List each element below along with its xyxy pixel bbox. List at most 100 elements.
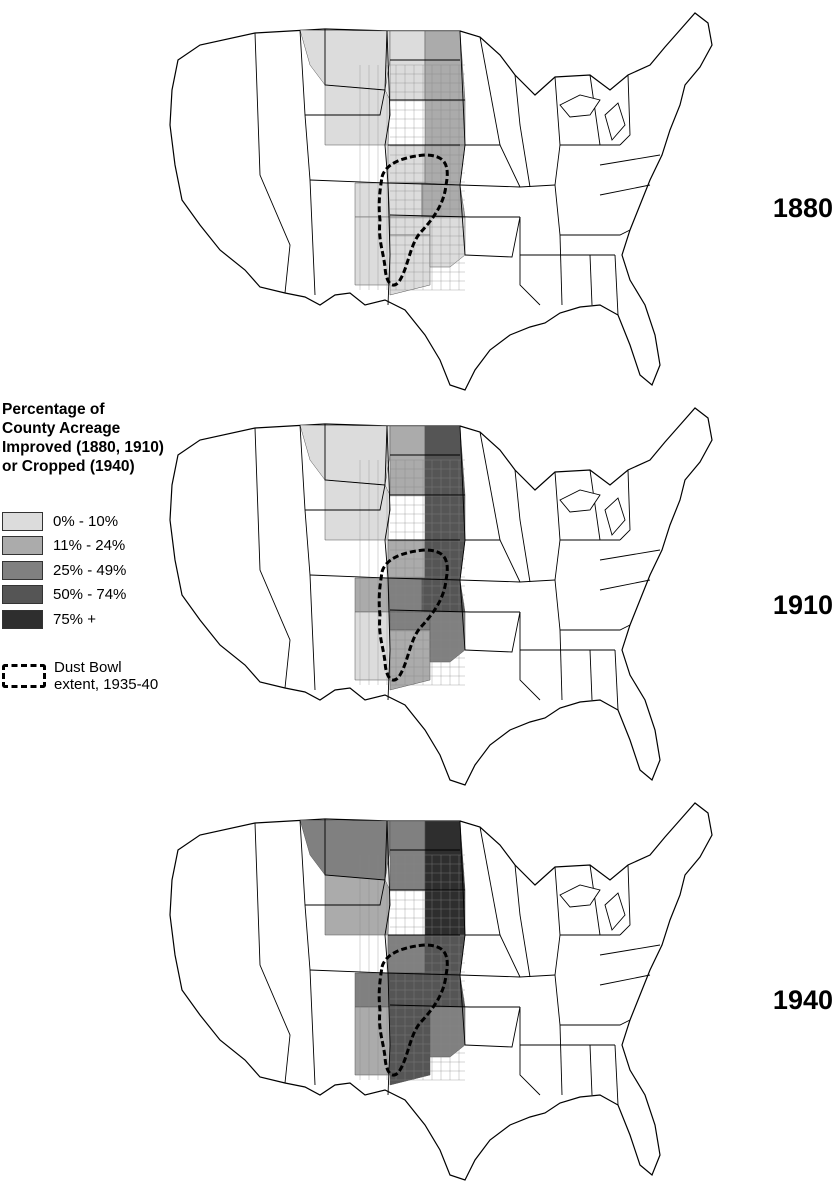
state-boundary [324, 424, 388, 486]
plains-region-colorado_east [354, 182, 391, 218]
dust-bowl-label-line: extent, 1935-40 [54, 675, 159, 693]
plains-region-oklahoma_west [429, 611, 466, 663]
state-boundary [559, 1024, 563, 1096]
state-boundary [589, 649, 593, 701]
state-boundary [324, 29, 388, 91]
state-boundary [465, 934, 556, 978]
county-grid [359, 64, 465, 291]
legend-swatch [2, 585, 43, 605]
state-boundary [464, 1006, 521, 1048]
us-map-svg [169, 802, 713, 1181]
legend-item-11-24: 11% - 24% [2, 534, 202, 559]
legend-item-label: 11% - 24% [53, 537, 126, 555]
legend-swatch [2, 609, 43, 629]
legend-swatch [2, 511, 43, 531]
legend-item-0-10: 0% - 10% [2, 509, 202, 534]
state-boundary [619, 469, 631, 541]
state-boundary [464, 611, 521, 653]
plains-region-dakota_west [389, 820, 426, 891]
legend-item-label: 0% - 10% [53, 512, 119, 530]
state-boundary [599, 579, 651, 591]
great-lake [559, 489, 601, 513]
plains-region-oklahoma_west [429, 216, 466, 268]
state-boundary [299, 819, 316, 1086]
year-label-1940: 1940 [772, 985, 833, 1015]
state-boundary [459, 184, 521, 188]
legend-swatch [2, 560, 43, 580]
county-grid [359, 459, 465, 686]
state-boundary [619, 864, 631, 936]
state-boundary [519, 612, 541, 701]
legend-title-line: or Cropped (1940) [2, 458, 135, 475]
state-boundary [254, 427, 291, 689]
state-boundary [389, 1004, 520, 1008]
legend-item-25-49: 25% - 49% [2, 558, 202, 583]
state-boundary [479, 826, 501, 936]
state-boundary [305, 89, 386, 116]
state-boundary [560, 229, 631, 236]
state-boundary [324, 819, 388, 881]
great-lake [559, 94, 601, 118]
state-boundary [554, 471, 561, 631]
state-boundary [554, 866, 561, 1026]
dust-bowl-dashed-swatch [2, 663, 46, 688]
state-boundary [589, 469, 601, 541]
great-lake [604, 102, 626, 141]
great-lake [604, 497, 626, 536]
state-boundary [599, 184, 651, 196]
state-boundary [519, 217, 541, 306]
state-boundary [459, 974, 521, 978]
state-boundary [479, 36, 501, 146]
state-boundary [589, 1044, 593, 1096]
legend-item-label: 75% + [53, 610, 96, 628]
state-boundary [389, 609, 520, 613]
state-boundary [589, 74, 601, 146]
state-boundary [560, 1019, 631, 1026]
state-boundary [389, 214, 520, 218]
state-boundary [514, 74, 531, 188]
plains-region-colorado_east [354, 577, 391, 613]
state-boundary [614, 254, 619, 316]
dust-bowl-outline [377, 548, 449, 682]
plains-region-dakota_west [389, 425, 426, 496]
dust-bowl-label-line: Dust Bowl [54, 658, 122, 676]
plains-region-colorado_east [354, 972, 391, 1008]
map-legend: Percentage of County Acreage Improved (1… [2, 400, 202, 693]
legend-items: 0% - 10% 11% - 24% 25% - 49% 50% - 74% 7… [2, 509, 202, 632]
legend-title-line: Percentage of [2, 401, 105, 418]
state-boundary [599, 944, 661, 956]
state-boundary [560, 624, 631, 631]
state-boundary [254, 822, 291, 1084]
state-boundary [459, 579, 521, 583]
map-1880 [160, 5, 720, 395]
legend-item-50-74: 50% - 74% [2, 583, 202, 608]
dust-bowl-key: Dust Bowl extent, 1935-40 [2, 659, 202, 693]
state-boundary [254, 32, 291, 294]
dust-bowl-label: Dust Bowl extent, 1935-40 [54, 659, 158, 693]
state-boundary [299, 29, 316, 296]
map-1910 [160, 400, 720, 790]
great-lake [604, 892, 626, 931]
state-boundary [465, 144, 556, 188]
year-label-1880: 1880 [772, 193, 833, 223]
year-label-1910: 1910 [772, 590, 833, 620]
legend-title-line: Improved (1880, 1910) [2, 439, 164, 456]
state-boundary [614, 649, 619, 711]
us-map-svg [169, 407, 713, 786]
state-boundary [384, 30, 391, 184]
map-1940 [160, 795, 720, 1185]
state-boundary [519, 1007, 541, 1096]
legend-title: Percentage of County Acreage Improved (1… [2, 400, 202, 476]
legend-item-75-plus: 75% + [2, 607, 202, 632]
state-boundary [559, 234, 563, 306]
county-grid [359, 854, 465, 1081]
us-map-svg [169, 12, 713, 391]
state-boundary [384, 425, 391, 579]
state-boundary [599, 974, 651, 986]
legend-item-label: 50% - 74% [53, 586, 127, 604]
state-boundary [465, 539, 556, 583]
state-boundary [559, 629, 563, 701]
state-boundary [305, 879, 386, 906]
state-boundary [384, 820, 391, 974]
state-boundary [619, 74, 631, 146]
